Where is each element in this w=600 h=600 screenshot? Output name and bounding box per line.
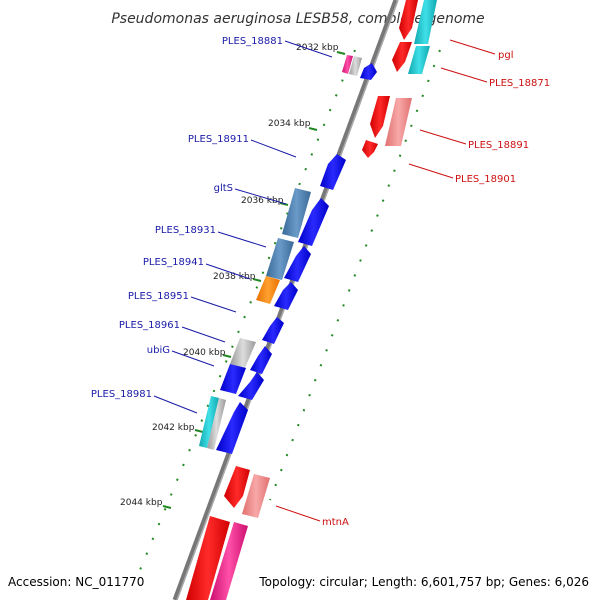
gene-label[interactable]: PLES_18911 [188,134,249,145]
gene-label[interactable]: PLES_18981 [91,389,152,400]
gene-label[interactable]: mtnA [322,517,349,528]
kbp-tick-label: 2042 kbp [152,423,195,433]
gene-feature[interactable] [284,246,311,282]
accession-text: Accession: NC_011770 [8,575,144,589]
gene-feature[interactable] [250,346,272,374]
gene-feature[interactable] [392,42,412,72]
gene-feature[interactable] [342,55,353,74]
tick-track-inner [269,49,441,501]
reverse-strand-genes [186,0,437,600]
gene-feature[interactable] [224,466,250,508]
gene-feature[interactable] [242,474,270,518]
gene-label[interactable]: PLES_18891 [468,140,529,151]
topology-text: Topology: circular; Length: 6,601,757 bp… [258,575,589,589]
gene-feature[interactable] [210,522,248,600]
gene-feature[interactable] [274,282,298,310]
gene-feature[interactable] [256,276,280,304]
kbp-tick-label: 2044 kbp [120,498,163,508]
gene-feature[interactable] [414,0,437,44]
major-ticks [162,51,346,509]
gene-feature[interactable] [282,188,311,238]
gene-label[interactable]: PLES_18951 [128,291,189,302]
right-gene-label-texts: pgl PLES_18871 PLES_18891 PLES_18901 mtn… [322,50,550,528]
gene-feature[interactable] [399,0,418,40]
gene-feature[interactable] [216,402,248,454]
gene-feature[interactable] [186,516,230,600]
kbp-tick-label: 2034 kbp [268,119,311,129]
gene-label[interactable]: pgl [498,50,513,61]
gene-label[interactable]: gltS [214,183,233,194]
gene-label[interactable]: PLES_18881 [222,36,283,47]
right-gene-labels [275,39,496,522]
gene-feature[interactable] [298,198,329,246]
kbp-labels: 2032 kbp 2034 kbp 2036 kbp 2038 kbp 2040… [120,43,339,508]
gene-feature[interactable] [370,96,390,138]
forward-strand-genes [199,55,377,454]
gene-label[interactable]: PLES_18871 [489,78,550,89]
kbp-tick-label: 2032 kbp [296,43,339,53]
gene-label[interactable]: PLES_18961 [119,320,180,331]
gene-feature[interactable] [408,46,430,74]
gene-feature[interactable] [320,154,346,190]
kbp-tick-label: 2040 kbp [183,348,226,358]
gene-feature[interactable] [362,140,378,158]
gene-feature[interactable] [220,364,246,394]
gene-label[interactable]: ubiG [147,345,170,356]
gene-feature[interactable] [207,398,226,450]
gene-feature[interactable] [266,238,294,280]
kbp-tick-label: 2038 kbp [213,272,256,282]
gene-feature[interactable] [385,98,412,146]
gene-feature[interactable] [238,372,264,400]
tick-track-outer [139,49,356,571]
gene-feature[interactable] [262,317,284,344]
gene-label[interactable]: PLES_18931 [155,225,216,236]
left-gene-label-texts: PLES_18881 PLES_18911 gltS PLES_18931 PL… [91,36,283,400]
kbp-tick-label: 2036 kbp [241,196,284,206]
gene-feature[interactable] [360,63,377,80]
gene-label[interactable]: PLES_18941 [143,257,204,268]
gene-feature[interactable] [230,338,256,368]
gene-feature[interactable] [349,56,362,76]
left-gene-labels [153,40,333,414]
gene-feature[interactable] [199,396,219,448]
gene-label[interactable]: PLES_18901 [455,174,516,185]
